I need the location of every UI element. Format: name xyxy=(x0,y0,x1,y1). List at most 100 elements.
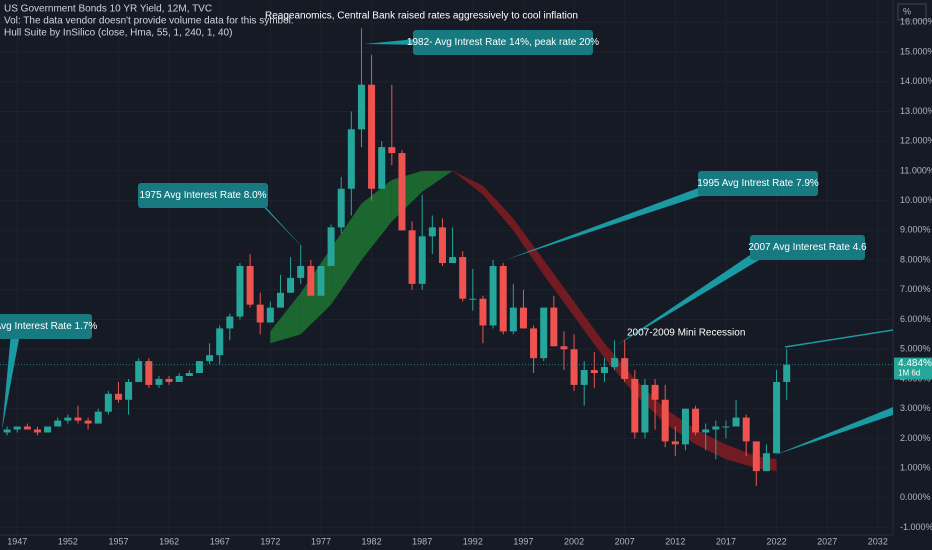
y-tick-label: 0.000% xyxy=(900,492,931,502)
candle-body xyxy=(712,426,720,430)
candle-body xyxy=(246,266,254,305)
candle-body xyxy=(226,316,234,329)
candle-body xyxy=(145,361,153,385)
x-tick-label: 1987 xyxy=(412,536,432,546)
x-tick-label: 2022 xyxy=(767,536,787,546)
x-tick-label: 2027 xyxy=(817,536,837,546)
candle-body xyxy=(175,375,183,382)
candle-body xyxy=(580,370,588,385)
callout-pointer xyxy=(254,197,305,250)
callout-box xyxy=(413,30,593,55)
candle-body xyxy=(135,361,143,382)
candle-body xyxy=(114,393,122,400)
callout-pointer xyxy=(505,187,709,260)
candle-body xyxy=(84,420,92,424)
hull-band xyxy=(270,292,301,344)
hull-band xyxy=(361,179,392,261)
candle-body xyxy=(33,429,41,433)
callout-box xyxy=(138,183,268,208)
candle-body xyxy=(742,417,750,442)
candle-body xyxy=(266,307,274,323)
candle-body xyxy=(94,411,102,424)
candle-body xyxy=(368,84,376,189)
candle-body xyxy=(681,408,689,445)
candle-body xyxy=(773,381,781,454)
candle-body xyxy=(661,399,669,442)
candle-body xyxy=(357,84,365,130)
candle-body xyxy=(732,417,740,427)
candle-body xyxy=(499,266,507,332)
hull-band xyxy=(422,170,453,192)
callout-pointer xyxy=(617,251,764,345)
callout-text: 1995 Avg Intrest Rate 7.9% xyxy=(697,178,819,189)
candle-body xyxy=(671,441,679,445)
candle-body xyxy=(236,266,244,317)
candle-body xyxy=(479,298,487,326)
hull-band xyxy=(695,429,726,460)
x-tick-label: 1957 xyxy=(108,536,128,546)
candle-body xyxy=(287,277,295,293)
y-tick-label: 3.000% xyxy=(900,403,931,413)
candle-body xyxy=(428,227,436,237)
x-tick-label: 2007 xyxy=(615,536,635,546)
candle-body xyxy=(3,429,11,433)
callout-box xyxy=(698,171,818,196)
x-tick-label: 1982 xyxy=(362,536,382,546)
y-tick-label: 2.000% xyxy=(900,433,931,443)
candle-body xyxy=(327,227,335,267)
candle-body xyxy=(398,153,406,231)
candle-body xyxy=(307,266,315,296)
y-tick-label: 11.000% xyxy=(900,165,932,175)
callout-pointer xyxy=(2,333,19,430)
candle-body xyxy=(449,257,457,264)
candle-body xyxy=(752,441,760,472)
hull-band xyxy=(482,185,514,231)
candle-body xyxy=(216,328,224,356)
candle-body xyxy=(519,307,527,329)
candle-body xyxy=(530,328,538,359)
hull-band xyxy=(574,301,605,359)
candle-body xyxy=(185,373,193,376)
candle-body xyxy=(206,355,214,362)
trend-wedge xyxy=(775,407,893,455)
candle-body xyxy=(621,358,629,379)
candle-body xyxy=(722,426,730,428)
candle-body xyxy=(44,426,52,433)
hull-band xyxy=(604,343,635,394)
callout-text: 1975 Avg Interest Rate 8.0% xyxy=(139,190,266,201)
y-tick-label: 13.000% xyxy=(900,106,932,116)
candle-body xyxy=(418,236,426,284)
candle-body xyxy=(438,227,446,264)
annotation-text: Reageanomics, Central Bank raised rates … xyxy=(265,11,578,22)
candle-body xyxy=(54,420,62,427)
candle-body xyxy=(469,298,477,300)
x-tick-label: 2012 xyxy=(665,536,685,546)
candle-body xyxy=(256,304,264,323)
candle-body xyxy=(408,230,416,284)
candle-body xyxy=(165,378,173,382)
unit-box xyxy=(897,3,927,21)
hull-band xyxy=(331,203,362,305)
candle-body xyxy=(64,417,72,421)
countdown: 1M 6d xyxy=(898,369,920,378)
y-tick-label: 5.000% xyxy=(900,344,931,354)
candle-body xyxy=(489,266,497,326)
candle-body xyxy=(297,266,305,278)
candle-body xyxy=(631,378,639,433)
candle-body xyxy=(347,129,355,189)
y-tick-label: 6.000% xyxy=(900,314,931,324)
hull-band xyxy=(725,444,757,469)
candle-body xyxy=(783,364,791,382)
hull-band xyxy=(543,260,575,317)
candle-body xyxy=(702,429,710,433)
candle-body xyxy=(388,147,396,154)
x-tick-label: 1997 xyxy=(513,536,533,546)
candle-body xyxy=(641,384,649,433)
callout-box xyxy=(0,314,92,339)
x-tick-label: 2032 xyxy=(868,536,888,546)
x-tick-label: 2017 xyxy=(716,536,736,546)
last-price-box xyxy=(894,357,932,380)
callout-text: 1982- Avg Intrest Rate 14%, peak rate 20… xyxy=(407,37,599,48)
candle-body xyxy=(104,393,112,412)
